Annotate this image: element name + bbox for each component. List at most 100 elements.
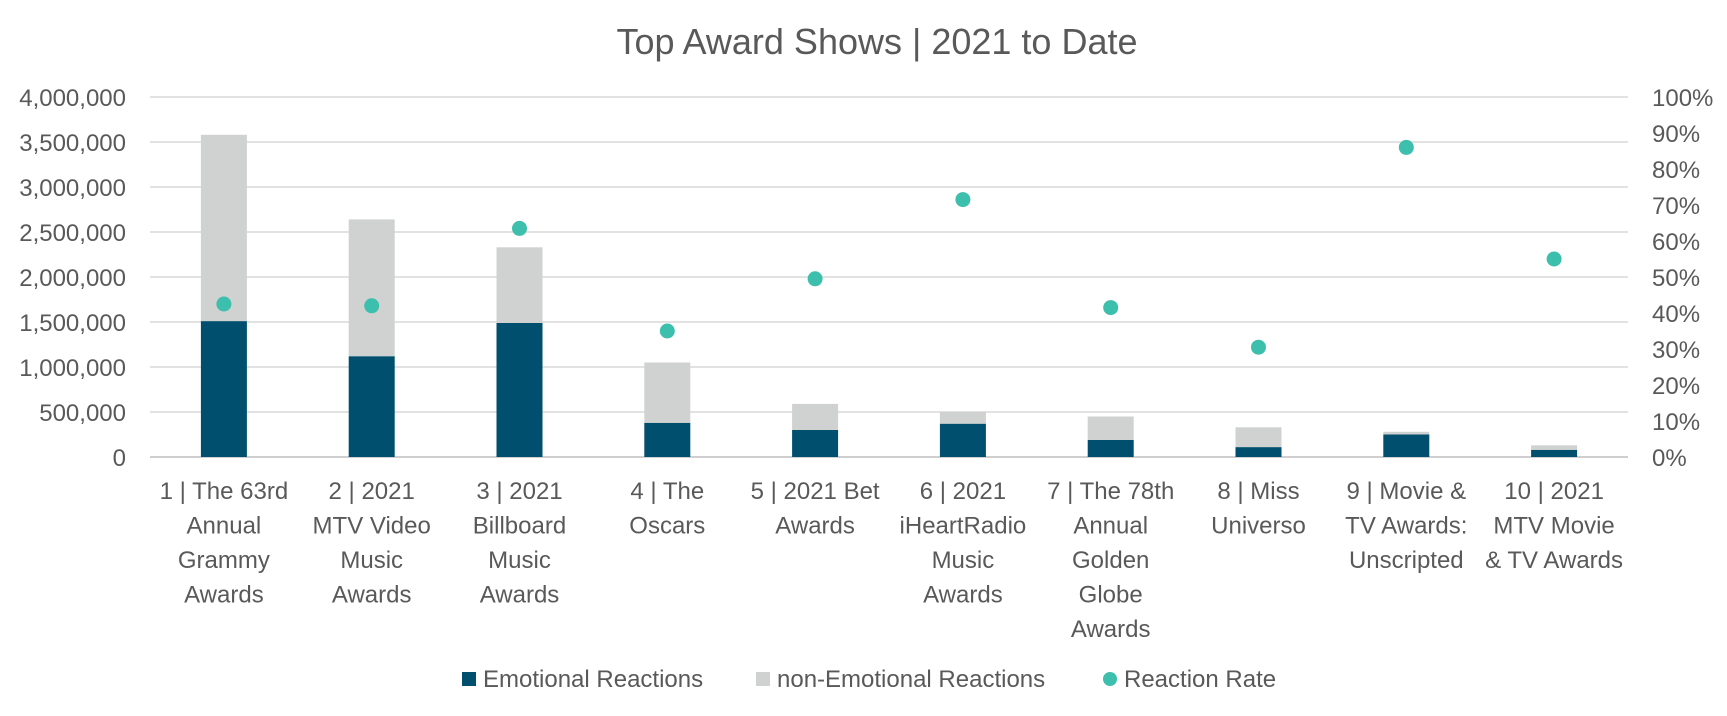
x-category-label: Awards — [1071, 616, 1151, 643]
legend-swatch — [462, 672, 476, 686]
y2-tick-label: 60% — [1652, 229, 1700, 256]
y2-tick-label: 30% — [1652, 337, 1700, 364]
reaction-rate-point — [1398, 139, 1414, 155]
x-category-label: Billboard — [473, 513, 566, 540]
reaction-rate-point — [659, 323, 675, 339]
x-category-label: Golden — [1072, 547, 1149, 574]
x-category-label: Music — [488, 547, 551, 574]
x-category-label: 10 | 2021 — [1504, 478, 1604, 505]
x-category-label: Music — [340, 547, 403, 574]
bar-non-emotional-reactions — [939, 412, 986, 424]
bar-emotional-reactions — [1087, 439, 1134, 457]
reaction-rate-point — [955, 192, 971, 208]
x-category-label: Awards — [775, 513, 855, 540]
bar-non-emotional-reactions — [1235, 427, 1282, 448]
x-category-label: iHeartRadio — [900, 513, 1027, 540]
reaction-rate-points — [216, 139, 1562, 355]
legend-swatch — [1103, 672, 1117, 686]
reaction-rate-point — [807, 271, 823, 287]
x-category-label: 8 | Miss — [1217, 478, 1299, 505]
y-axis-secondary: 0% 10% 20% 30% 40% 50% 60% 70% 80% 90% 100% — [1652, 85, 1713, 472]
y2-tick-label: 10% — [1652, 409, 1700, 436]
legend-emotional-reactions: Emotional Reactions — [462, 666, 703, 693]
x-category-label: Globe — [1079, 582, 1143, 609]
x-category-label: Unscripted — [1349, 547, 1464, 574]
bar-non-emotional-reactions — [348, 219, 395, 357]
x-category-label: Awards — [923, 582, 1003, 609]
bar-emotional-reactions — [1235, 447, 1282, 457]
bar-emotional-reactions — [644, 422, 691, 457]
x-category-label: 1 | The 63rd — [160, 478, 289, 505]
bar-non-emotional-reactions — [1383, 431, 1430, 435]
x-category-label: Grammy — [178, 547, 270, 574]
y-tick-label: 1,000,000 — [19, 355, 126, 382]
bar-emotional-reactions — [1383, 434, 1430, 457]
bar-emotional-reactions — [1531, 449, 1578, 457]
x-axis-categories: 1 | The 63rd Annual Grammy Awards 2 | 2021 MT… — [160, 478, 1623, 643]
y2-tick-label: 100% — [1652, 85, 1713, 112]
legend-reaction-rate: Reaction Rate — [1103, 666, 1276, 693]
x-category-label: 9 | Movie & — [1346, 478, 1466, 505]
y-tick-label: 2,000,000 — [19, 265, 126, 292]
legend-label: Reaction Rate — [1124, 666, 1276, 693]
y-tick-label: 4,000,000 — [19, 85, 126, 112]
x-category-label: TV Awards: — [1345, 513, 1467, 540]
y-tick-label: 0 — [113, 445, 126, 472]
y-tick-label: 1,500,000 — [19, 310, 126, 337]
reaction-rate-point — [1546, 251, 1562, 267]
x-category-label: 2 | 2021 — [329, 478, 415, 505]
bar-non-emotional-reactions — [200, 134, 247, 322]
y-tick-label: 500,000 — [39, 400, 126, 427]
bar-non-emotional-reactions — [1531, 445, 1578, 450]
y2-tick-label: 40% — [1652, 301, 1700, 328]
x-category-label: 7 | The 78th — [1047, 478, 1174, 505]
x-category-label: 3 | 2021 — [476, 478, 562, 505]
reaction-rate-point — [1251, 339, 1266, 355]
bar-emotional-reactions — [792, 430, 839, 457]
bar-emotional-reactions — [348, 356, 395, 457]
x-category-label: & TV Awards — [1485, 547, 1623, 574]
x-category-label: Annual — [187, 513, 262, 540]
bar-non-emotional-reactions — [644, 362, 691, 423]
x-category-label: 4 | The — [630, 478, 704, 505]
bars — [200, 134, 1578, 457]
bar-non-emotional-reactions — [496, 247, 543, 323]
x-category-label: 5 | 2021 Bet — [751, 478, 880, 505]
y-tick-label: 3,000,000 — [19, 175, 126, 202]
legend-non-emotional-reactions: non-Emotional Reactions — [756, 666, 1045, 693]
reaction-rate-point — [1103, 300, 1119, 316]
y-tick-label: 2,500,000 — [19, 220, 126, 247]
y2-tick-label: 20% — [1652, 373, 1700, 400]
y-tick-label: 3,500,000 — [19, 130, 126, 157]
x-category-label: Awards — [332, 582, 412, 609]
reaction-rate-point — [512, 220, 527, 236]
y2-tick-label: 0% — [1652, 445, 1687, 472]
bar-emotional-reactions — [200, 321, 247, 457]
x-category-label: Awards — [480, 582, 560, 609]
y2-tick-label: 90% — [1652, 121, 1700, 148]
legend: Emotional Reactions non-Emotional Reactio… — [462, 666, 1276, 693]
x-category-label: MTV Movie — [1493, 513, 1614, 540]
legend-label: Emotional Reactions — [483, 666, 703, 693]
reaction-rate-point — [216, 296, 232, 312]
x-category-label: 6 | 2021 — [920, 478, 1006, 505]
x-category-label: MTV Video — [313, 513, 431, 540]
bar-emotional-reactions — [939, 423, 986, 457]
y2-tick-label: 50% — [1652, 265, 1700, 292]
legend-swatch — [756, 672, 770, 686]
reaction-rate-point — [364, 298, 380, 314]
y2-tick-label: 80% — [1652, 157, 1700, 184]
x-category-label: Awards — [184, 582, 264, 609]
x-category-label: Universo — [1211, 513, 1306, 540]
chart-title: Top Award Shows | 2021 to Date — [616, 21, 1137, 62]
y-axis-primary: 0 500,000 1,000,000 1,500,000 2,000,000 2,500… — [19, 85, 126, 472]
x-category-label: Oscars — [629, 513, 705, 540]
legend-label: non-Emotional Reactions — [777, 666, 1045, 693]
bar-emotional-reactions — [496, 322, 543, 457]
bar-non-emotional-reactions — [1087, 416, 1134, 440]
bar-non-emotional-reactions — [792, 403, 839, 430]
x-category-label: Annual — [1073, 513, 1148, 540]
gridlines — [150, 96, 1628, 458]
